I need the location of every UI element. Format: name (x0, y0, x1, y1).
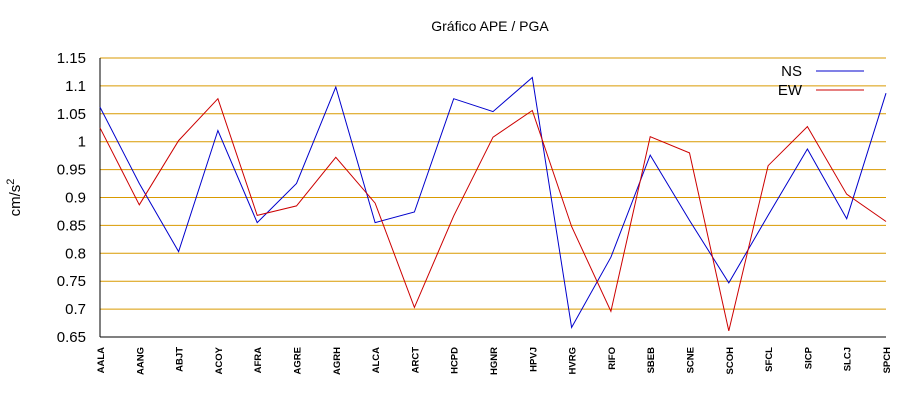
data-point-ns (139, 183, 140, 184)
data-point-ns (375, 222, 376, 223)
axes (99, 58, 886, 338)
data-point-ew (532, 110, 533, 111)
y-axis-ticks: 0.65 0.7 0.75 0.8 0.85 0.9 0.95 1 1.05 1.1 1.15 (57, 50, 86, 346)
y-tick-label: 0.65 (57, 329, 86, 346)
data-point-ns (335, 87, 336, 88)
y-tick-label: 0.8 (65, 245, 86, 262)
y-tick-label: 0.7 (65, 301, 86, 318)
legend: NS EW (778, 63, 864, 99)
x-axis-ticks: AALA AANG ABJT ACOY AFRA AGRE AGRH ALCA ARCT HCPD… (96, 346, 893, 375)
x-tick-label: HCPD (450, 347, 461, 374)
data-point-ew (335, 157, 336, 158)
data-point-ns (807, 149, 808, 150)
x-tick-label: ABJT (175, 347, 186, 372)
data-point-ew (217, 98, 218, 99)
x-tick-label: HGNR (489, 347, 500, 375)
y-tick-label: 0.9 (65, 190, 86, 207)
y-tick-label: 1.1 (65, 78, 86, 95)
y-tick-label: 0.95 (57, 162, 86, 179)
data-point-ew (296, 205, 297, 206)
x-tick-label: ALCA (371, 347, 382, 374)
data-point-ew (453, 215, 454, 216)
data-point-ew (807, 126, 808, 127)
data-point-ns (532, 77, 533, 78)
data-point-ns (689, 220, 690, 221)
x-tick-label: SCOH (725, 347, 736, 375)
data-point-ns (493, 111, 494, 112)
data-point-ew (846, 194, 847, 195)
x-tick-label: SCNE (686, 347, 697, 373)
x-tick-label: AGRH (332, 347, 343, 375)
x-tick-label: AFRA (253, 347, 264, 374)
x-tick-label: SPCH (882, 347, 893, 374)
data-point-ns (296, 183, 297, 184)
data-point-ew (650, 136, 651, 137)
chart-title: Gráfico APE / PGA (431, 18, 549, 34)
y-axis-label: cm/s2 (5, 179, 24, 217)
data-point-ns (571, 327, 572, 328)
data-point-ns (768, 215, 769, 216)
x-tick-label: SICP (803, 346, 814, 369)
y-tick-label: 1 (78, 134, 86, 151)
data-point-ew (257, 215, 258, 216)
data-point-ns (728, 282, 729, 283)
x-tick-label: ACOY (214, 346, 225, 374)
data-point-ew (571, 226, 572, 227)
x-tick-label: HVRG (568, 347, 579, 374)
legend-label-ns: NS (781, 63, 802, 80)
x-tick-label: RIFO (607, 347, 618, 370)
x-tick-label: ARCT (410, 347, 421, 374)
series-line-ew (99, 97, 887, 332)
y-tick-label: 1.15 (57, 50, 86, 67)
data-point-ns (178, 251, 179, 252)
grid-lines (100, 57, 886, 310)
x-tick-label: SLCJ (843, 347, 854, 371)
data-point-ew (768, 165, 769, 166)
data-point-ew (139, 204, 140, 205)
y-tick-label: 0.85 (57, 217, 86, 234)
data-point-ns (414, 212, 415, 213)
data-point-ew (375, 203, 376, 204)
x-tick-label: AALA (96, 347, 107, 374)
x-tick-label: SFCL (764, 347, 775, 372)
data-point-ew (689, 152, 690, 153)
data-point-ns (886, 93, 887, 94)
data-point-ew (610, 311, 611, 312)
data-point-ew (886, 221, 887, 222)
data-point-ns (217, 130, 218, 131)
x-tick-label: AANG (135, 347, 146, 375)
data-point-ew (178, 140, 179, 141)
x-tick-label: HPVJ (528, 347, 539, 372)
y-tick-label: 1.05 (57, 106, 86, 123)
data-point-ew (493, 137, 494, 138)
data-point-ew (100, 127, 101, 128)
x-tick-label: SBEB (646, 347, 657, 374)
series-lines (99, 76, 887, 332)
data-point-ns (650, 155, 651, 156)
x-tick-label: AGRE (293, 347, 304, 374)
data-point-ew (728, 330, 729, 331)
data-point-ns (610, 257, 611, 258)
data-point-ns (846, 218, 847, 219)
data-point-ns (453, 98, 454, 99)
y-tick-label: 0.75 (57, 273, 86, 290)
data-point-ns (257, 222, 258, 223)
data-point-ew (414, 307, 415, 308)
data-point-ns (100, 107, 101, 108)
series-line-ns (99, 76, 887, 330)
legend-label-ew: EW (778, 82, 803, 99)
